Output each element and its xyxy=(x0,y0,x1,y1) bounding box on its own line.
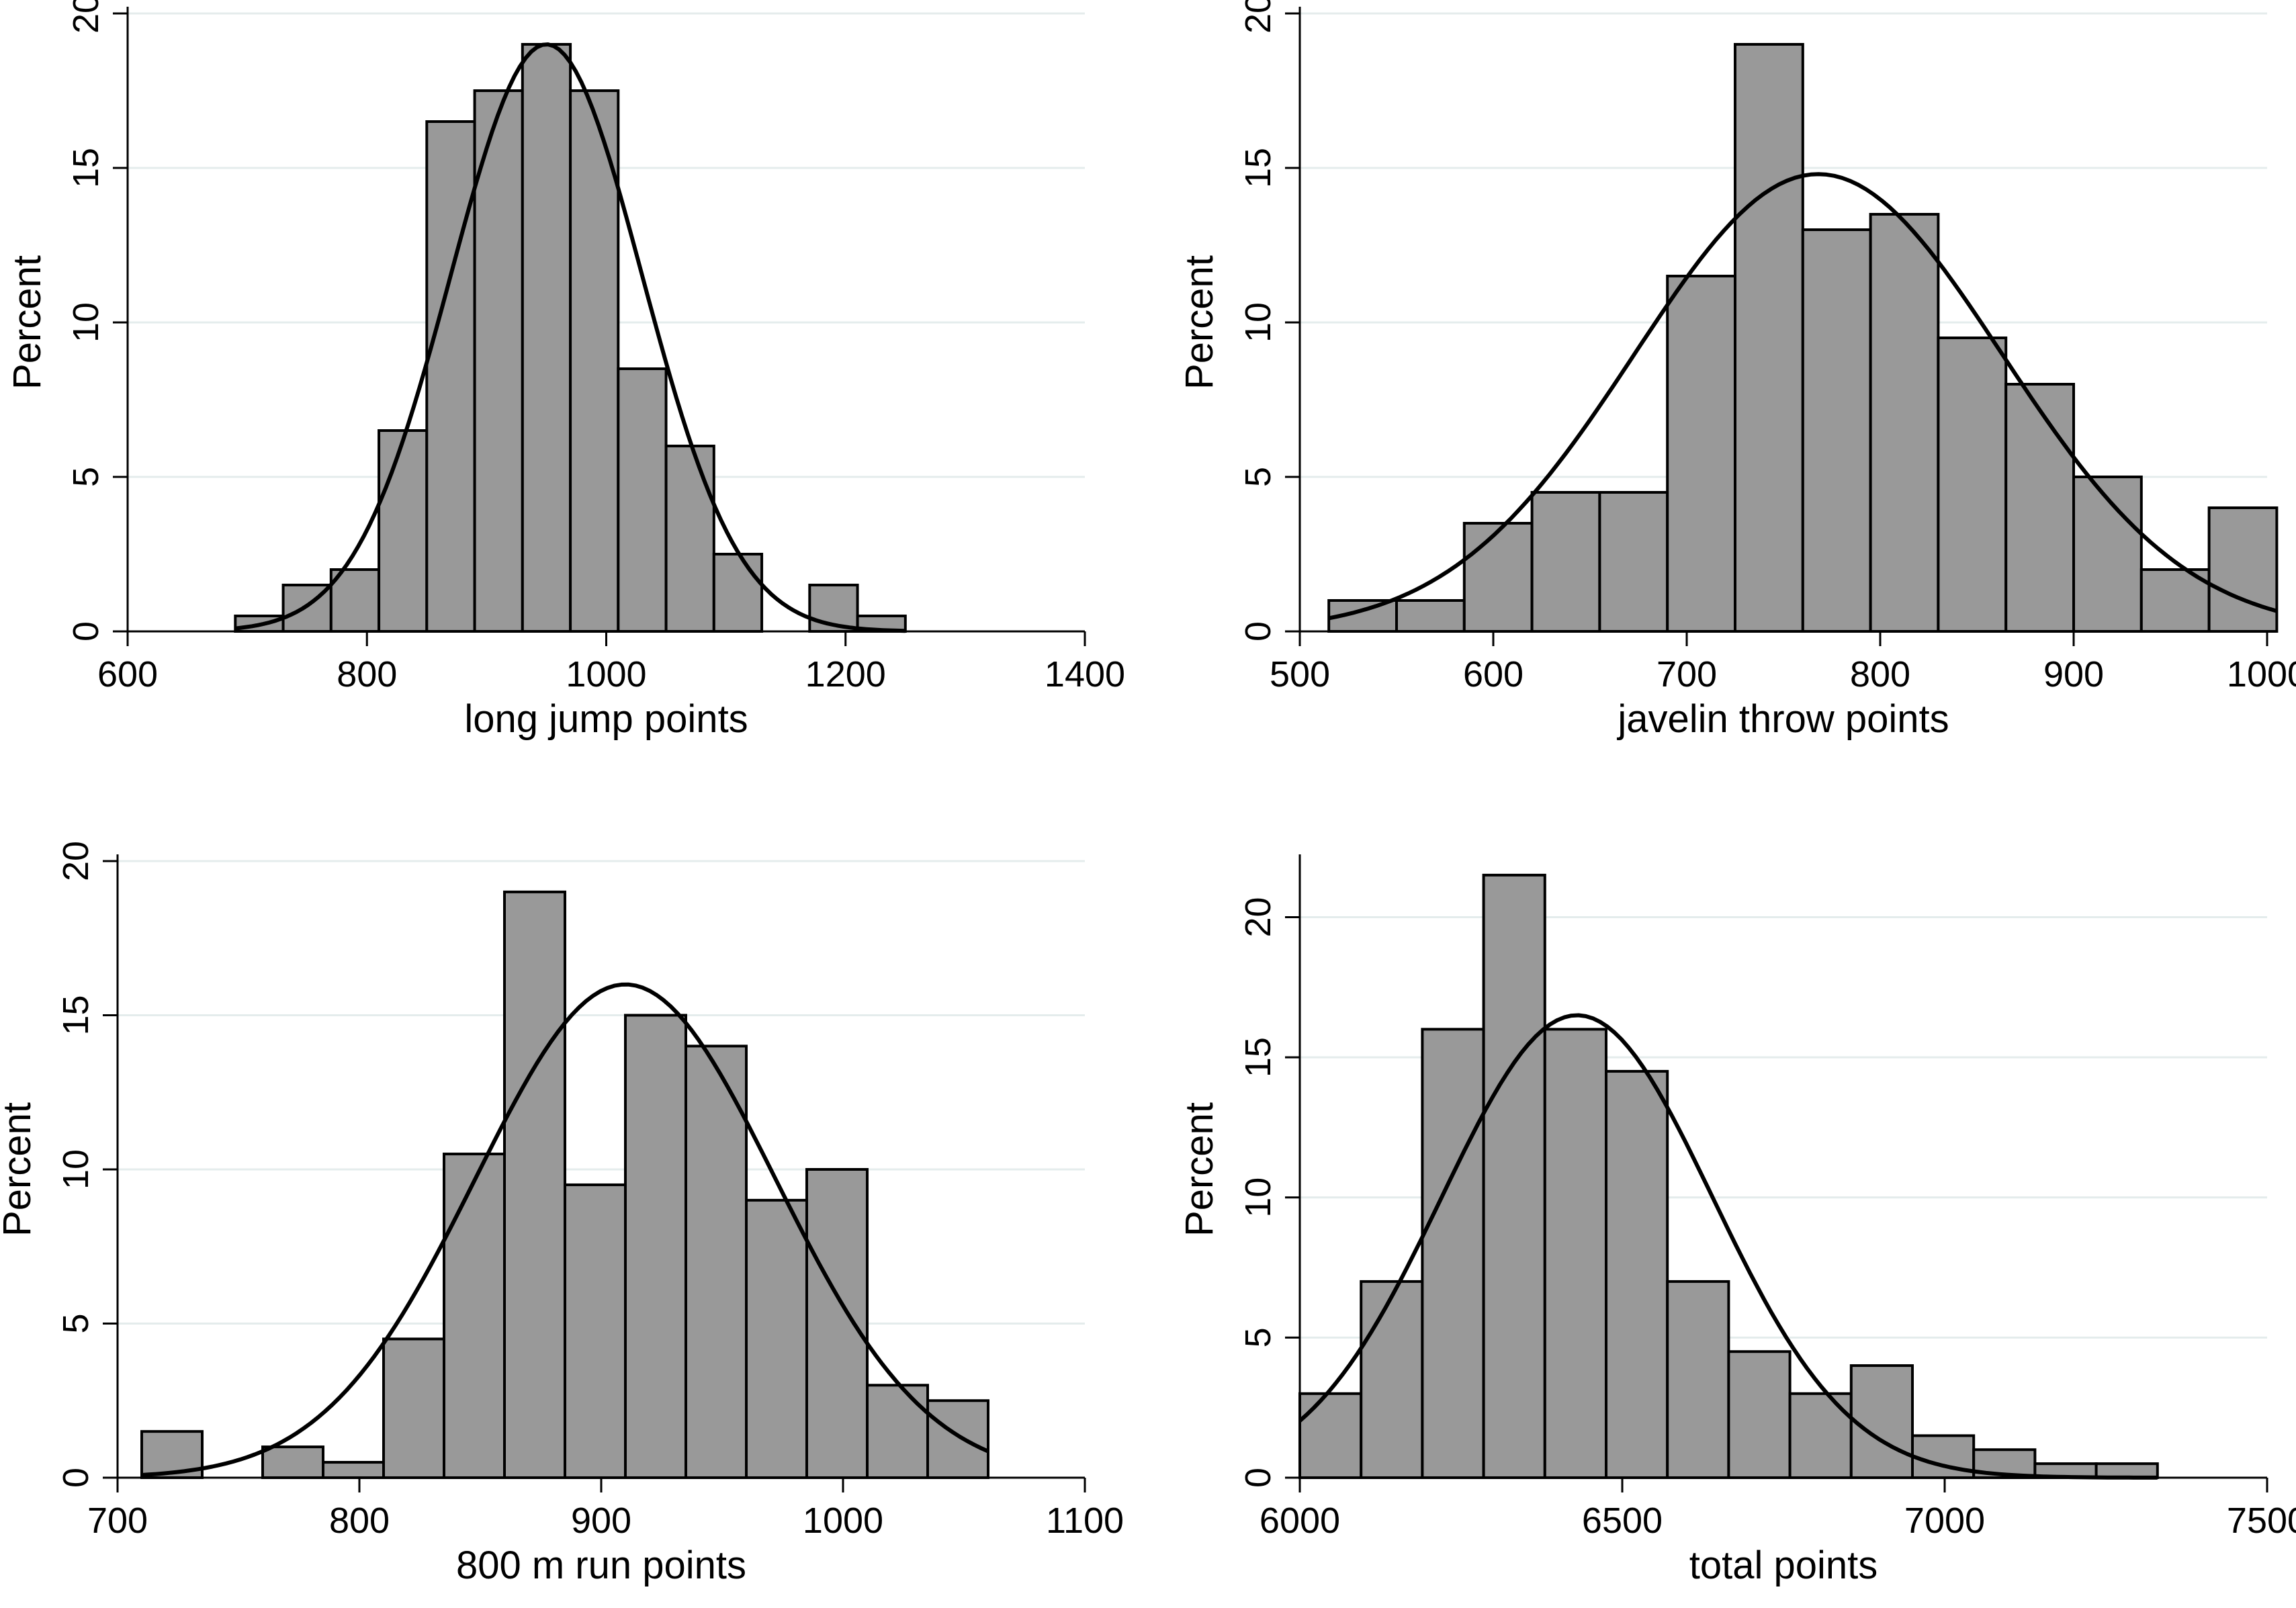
y-tick-label: 15 xyxy=(1238,148,1278,188)
histogram-bar xyxy=(378,429,429,633)
histogram-bar xyxy=(664,445,715,633)
histogram-bar xyxy=(1666,275,1736,633)
y-axis-title: Percent xyxy=(0,1102,39,1237)
y-tick-label: 5 xyxy=(1238,1327,1278,1347)
histogram-bar xyxy=(1849,1364,1914,1480)
histogram-bar xyxy=(521,43,572,633)
panel-800m-run: 0 5 10 15 20 700 800 900 1000 1100 800 m run point… xyxy=(0,841,1124,1587)
histogram-bar xyxy=(1869,213,1940,633)
y-axis-title: Percent xyxy=(1178,255,1221,390)
x-tick-label: 900 xyxy=(2043,654,2104,695)
histogram-bar xyxy=(1298,1392,1363,1479)
panel-long-jump: 0 5 10 15 20 600 800 1000 1200 1400 long jump poin… xyxy=(5,0,1125,741)
y-tick-label: 15 xyxy=(66,148,106,188)
histogram-bar xyxy=(617,367,668,633)
histogram-bar xyxy=(624,1014,687,1479)
x-tick-label: 800 xyxy=(329,1501,390,1541)
x-axis-title: total points xyxy=(1689,1544,1878,1587)
histogram-bar xyxy=(564,1183,627,1479)
histogram-bar xyxy=(382,1337,445,1479)
y-tick-label: 5 xyxy=(66,467,106,487)
normal-density-curve xyxy=(1328,172,2278,621)
y-tick-label: 0 xyxy=(56,1468,96,1488)
x-tick-label: 800 xyxy=(337,654,397,695)
histogram-bar xyxy=(1395,599,1466,633)
histogram-bar xyxy=(1543,1028,1608,1479)
histogram-bar xyxy=(569,89,620,633)
y-tick-label: 5 xyxy=(1238,467,1278,487)
x-axis-title: long jump points xyxy=(464,697,748,741)
x-tick-label: 700 xyxy=(87,1501,148,1541)
histogram-bar xyxy=(685,1044,748,1479)
histogram-bar xyxy=(1937,337,2008,633)
histogram-bar xyxy=(1360,1280,1424,1479)
y-tick-label: 0 xyxy=(66,621,106,641)
x-tick-label: 1000 xyxy=(803,1501,883,1541)
histogram-bar xyxy=(443,1153,506,1480)
histogram-bar xyxy=(1666,1280,1730,1479)
y-tick-label: 15 xyxy=(1238,1037,1278,1077)
x-tick-label: 7000 xyxy=(1904,1501,1985,1541)
normal-density-curve xyxy=(1298,1013,2158,1480)
y-axis-title: Percent xyxy=(5,255,49,390)
histogram-bar xyxy=(866,1384,929,1480)
normal-density-curve xyxy=(234,42,906,633)
y-tick-label: 20 xyxy=(1238,897,1278,937)
panel-total-points: 0 5 10 15 20 6000 6500 7000 7500 total points Perc… xyxy=(1178,854,2296,1587)
x-tick-label: 700 xyxy=(1657,654,1717,695)
y-tick-label: 20 xyxy=(1238,0,1278,34)
histogram-bar xyxy=(2207,506,2279,633)
histogram-bar xyxy=(1605,1069,1669,1480)
x-tick-label: 900 xyxy=(571,1501,631,1541)
histogram-bar xyxy=(805,1168,869,1479)
x-tick-label: 6000 xyxy=(1260,1501,1340,1541)
x-axis-title: javelin throw points xyxy=(1616,697,1949,741)
x-tick-label: 600 xyxy=(97,654,158,695)
x-tick-label: 1400 xyxy=(1045,654,1125,695)
histogram-bar xyxy=(1421,1028,1485,1479)
histogram-bar xyxy=(2004,383,2075,633)
y-tick-label: 5 xyxy=(56,1313,96,1333)
histogram-bar xyxy=(1530,491,1601,633)
x-tick-label: 6500 xyxy=(1582,1501,1663,1541)
normal-density-curve xyxy=(141,982,989,1477)
y-tick-label: 0 xyxy=(1238,621,1278,641)
histogram-bar xyxy=(473,89,524,633)
histogram-bar xyxy=(1788,1392,1853,1479)
y-tick-label: 10 xyxy=(1238,1177,1278,1218)
histogram-bar xyxy=(1727,1350,1792,1480)
y-tick-label: 15 xyxy=(56,995,96,1035)
histogram-bar xyxy=(712,553,764,633)
histogram-bar xyxy=(261,1445,324,1480)
y-tick-label: 10 xyxy=(66,302,106,343)
histogram-bar xyxy=(745,1198,808,1480)
histogram-bar xyxy=(926,1399,989,1479)
histogram-bar xyxy=(2072,476,2143,633)
x-axis-title: 800 m run points xyxy=(456,1544,746,1587)
x-tick-label: 1000 xyxy=(2227,654,2296,695)
y-tick-label: 0 xyxy=(1238,1468,1278,1488)
y-tick-label: 20 xyxy=(66,0,106,34)
x-tick-label: 800 xyxy=(1850,654,1910,695)
histogram-bar xyxy=(1462,522,1534,633)
histogram-bar xyxy=(1482,873,1546,1479)
x-tick-label: 600 xyxy=(1463,654,1524,695)
y-axis-title: Percent xyxy=(1178,1102,1221,1237)
y-tick-label: 20 xyxy=(56,841,96,881)
histogram-bar xyxy=(425,120,476,633)
x-tick-label: 1000 xyxy=(566,654,646,695)
histogram-bar xyxy=(322,1461,385,1480)
x-tick-label: 7500 xyxy=(2227,1501,2296,1541)
x-tick-label: 1100 xyxy=(1046,1501,1124,1541)
x-tick-label: 1200 xyxy=(805,654,886,695)
panel-javelin-throw: 0 5 10 15 20 500 600 700 800 900 1000 javelin throw… xyxy=(1178,0,2296,741)
histogram-bar xyxy=(1801,228,1872,633)
histogram-bar xyxy=(1734,43,1804,633)
histogram-bar xyxy=(1598,491,1669,633)
x-tick-label: 500 xyxy=(1270,654,1330,695)
y-tick-label: 10 xyxy=(1238,302,1278,343)
y-tick-label: 10 xyxy=(56,1149,96,1190)
histogram-bar xyxy=(503,890,566,1479)
